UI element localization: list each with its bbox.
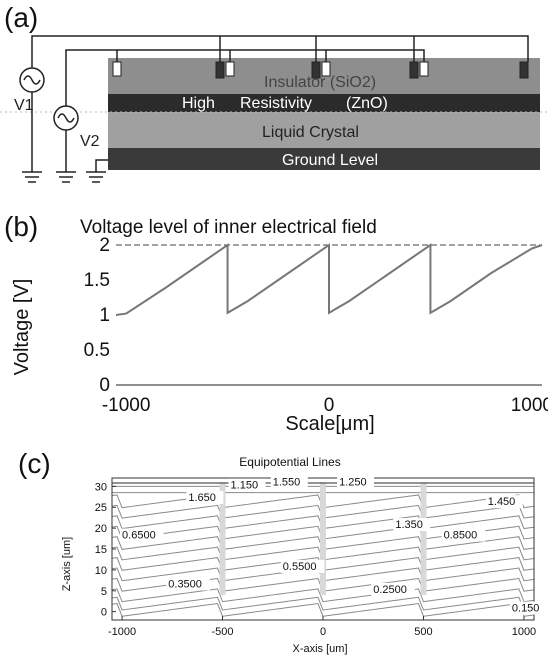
contour-label: 1.650 (188, 492, 216, 504)
zno-label-resistivity: Resistivity (240, 95, 312, 112)
electrode-gap (420, 482, 427, 595)
device-schematic: V1 V2 Insulator (SiO2) High Resistivity … (0, 35, 548, 183)
contour-label: 1.550 (273, 477, 301, 489)
y-tick-label: 20 (95, 523, 107, 535)
contour-label: 0.150 (512, 603, 540, 615)
ground-symbols (22, 171, 106, 183)
contour-label: 0.2500 (373, 584, 407, 596)
x-tick-label: 1000 (511, 395, 548, 416)
y-tick-label: 0 (99, 375, 110, 396)
contour-label-bg (485, 495, 523, 509)
contour-label-bg (393, 518, 431, 532)
contour-label: 1.250 (339, 477, 367, 489)
contour-label-bg (270, 475, 308, 489)
liquid-crystal-layer (108, 112, 540, 148)
contour-label-bg (186, 490, 224, 504)
x-tick-label: -1000 (102, 395, 151, 416)
panel-a-schematic: (a) (0, 0, 548, 205)
y-tick-label: 0.5 (84, 340, 110, 361)
voltage-series-line (115, 243, 543, 316)
y-tick-label: 1 (99, 305, 110, 326)
x-tick-label: -1000 (108, 626, 136, 638)
liquid-crystal-label: Liquid Crystal (262, 124, 359, 141)
x-axis-label: X-axis [um] (292, 643, 347, 655)
contour-label: 0.8500 (444, 530, 478, 542)
v1-label: V1 (14, 97, 34, 114)
y-axis-label: Z-axis [um] (61, 537, 73, 591)
zno-label-high: High (182, 95, 215, 112)
voltage-chart: Voltage level of inner electrical field … (11, 217, 548, 435)
chart-title: Equipotential Lines (239, 455, 340, 469)
contour-label-bg (509, 601, 547, 615)
x-tick-label: 1000 (512, 626, 536, 638)
y-tick-label: 15 (95, 544, 107, 556)
contour-label-bg (441, 528, 486, 542)
zno-layer (108, 94, 540, 112)
contour-label-bg (280, 559, 325, 573)
y-tick-label: 5 (101, 586, 107, 598)
contour-label-bg (371, 582, 415, 596)
contour-label-bg (120, 528, 164, 542)
equipotential-line (111, 588, 535, 603)
y-tick-label: 10 (95, 565, 107, 577)
panel-c-label: (c) (18, 448, 51, 479)
chart-title: Voltage level of inner electrical field (80, 217, 377, 238)
x-tick-label: 0 (320, 626, 326, 638)
y-tick-label: 30 (95, 481, 107, 493)
contour-label: 0.3500 (168, 578, 202, 590)
y-tick-label: 2 (99, 235, 110, 256)
y-tick-label: 25 (95, 502, 107, 514)
panel-b-voltage-plot: (b) Voltage level of inner electrical fi… (0, 205, 548, 440)
ground-level-label: Ground Level (282, 152, 378, 169)
contour-label-bg (228, 478, 266, 492)
y-tick-label: 1.5 (84, 270, 110, 291)
y-axis-label: Voltage [V] (11, 279, 33, 376)
x-axis-label: Scale[μm] (285, 413, 374, 435)
contour-label-bg (337, 475, 375, 489)
panel-c-equipotential-plot: (c) Equipotential Lines Z-axis [um] X-ax… (0, 440, 548, 655)
equipotential-line (111, 596, 535, 611)
contour-label: 0.6500 (122, 530, 156, 542)
contour-label: 1.350 (395, 519, 423, 531)
contour-label: 1.450 (488, 496, 516, 508)
contour-label: 1.150 (231, 479, 259, 491)
wiring (31, 35, 529, 172)
zno-label-zno: (ZnO) (346, 95, 388, 112)
x-tick-label: 500 (414, 626, 432, 638)
electrode-gap (219, 482, 226, 595)
x-tick-label: -500 (212, 626, 234, 638)
equipotential-chart: Equipotential Lines Z-axis [um] X-axis [… (61, 455, 547, 655)
contour-label: 0.5500 (283, 561, 317, 573)
panel-b-label: (b) (4, 211, 39, 242)
electrode-gap (320, 482, 326, 595)
ground-layer (108, 148, 540, 170)
panel-a-label: (a) (4, 2, 39, 33)
insulator-label: Insulator (SiO2) (264, 74, 376, 91)
contour-label-bg (166, 577, 210, 591)
x-tick-label: 0 (324, 395, 335, 416)
v2-label: V2 (80, 133, 100, 150)
y-tick-label: 0 (101, 607, 107, 619)
